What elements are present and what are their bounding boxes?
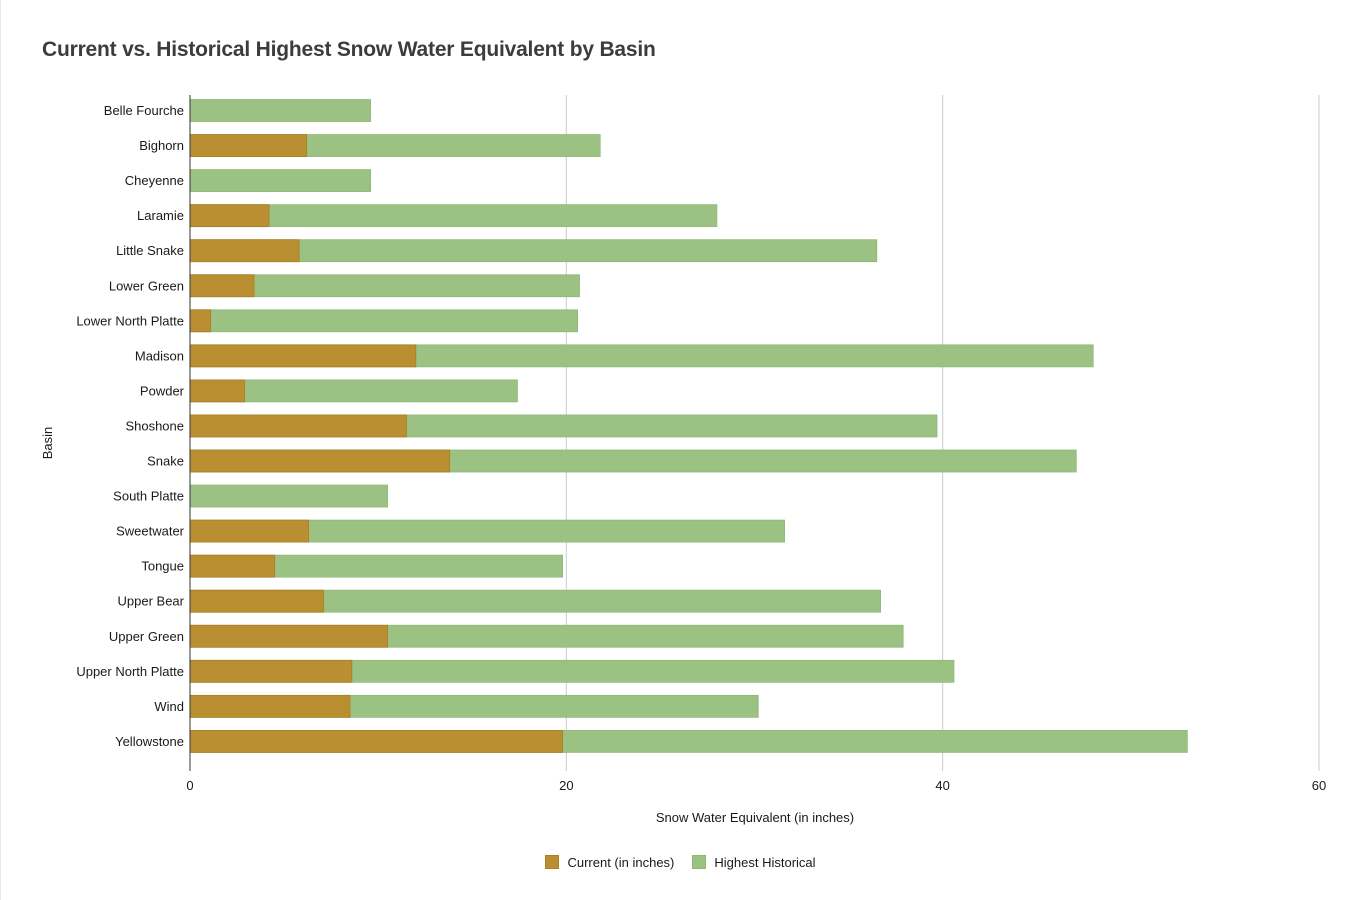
bar-upper-north-platte-current-in-inches[interactable]: [189, 659, 353, 683]
y-tick-label-upper-bear: Upper Bear: [118, 594, 185, 609]
bar-bighorn-current-in-inches[interactable]: [189, 134, 308, 157]
y-tick-label-laramie: Laramie: [137, 208, 184, 223]
x-tick-label-0: 0: [186, 778, 193, 793]
bar-little-snake-current-in-inches[interactable]: [189, 239, 300, 263]
legend-swatch-highest-historical: [692, 855, 707, 869]
bar-lower-green-current-in-inches[interactable]: [189, 274, 255, 298]
y-tick-label-bighorn: Bighorn: [139, 138, 184, 153]
y-tick-label-upper-north-platte: Upper North Platte: [76, 664, 184, 679]
y-axis-title: Basin: [40, 427, 55, 460]
legend-label-highest-historical: Highest Historical: [714, 854, 816, 870]
bar-sweetwater-current-in-inches[interactable]: [189, 519, 309, 543]
y-tick-label-shoshone: Shoshone: [125, 418, 184, 433]
y-tick-label-sweetwater: Sweetwater: [116, 524, 185, 539]
y-tick-label-upper-green: Upper Green: [109, 629, 184, 644]
legend-item-highest-historical[interactable]: Highest Historical: [692, 854, 816, 870]
legend-swatch-current: [545, 855, 560, 869]
y-tick-label-snake: Snake: [147, 454, 184, 469]
legend-item-current[interactable]: Current (in inches): [545, 855, 674, 870]
y-tick-label-lower-green: Lower Green: [109, 278, 184, 293]
y-tick-label-powder: Powder: [140, 383, 185, 398]
bar-belle-fourche-highest-historical[interactable]: [189, 99, 372, 122]
x-tick-label-40: 40: [935, 778, 949, 793]
bar-laramie-current-in-inches[interactable]: [189, 204, 270, 228]
bar-south-platte-highest-historical[interactable]: [189, 484, 388, 508]
chart-title: Current vs. Historical Highest Snow Wate…: [42, 38, 656, 61]
bar-wind-current-in-inches[interactable]: [189, 694, 351, 718]
x-axis-title: Snow Water Equivalent (in inches): [656, 810, 854, 825]
y-tick-label-madison: Madison: [135, 348, 184, 363]
bar-shoshone-current-in-inches[interactable]: [189, 414, 407, 438]
bar-lower-north-platte-highest-historical[interactable]: [189, 309, 579, 333]
y-tick-label-yellowstone: Yellowstone: [115, 734, 184, 749]
x-tick-label-60: 60: [1312, 778, 1326, 793]
bars: [189, 99, 1188, 753]
bar-madison-current-in-inches[interactable]: [189, 344, 417, 368]
bar-upper-green-current-in-inches[interactable]: [189, 624, 388, 648]
bar-upper-bear-current-in-inches[interactable]: [189, 589, 324, 613]
bar-cheyenne-highest-historical[interactable]: [189, 169, 372, 193]
bar-tongue-current-in-inches[interactable]: [189, 554, 276, 578]
y-tick-label-little-snake: Little Snake: [116, 243, 184, 258]
legend: Current (in inches) Highest Historical: [1, 851, 1359, 873]
y-tick-label-cheyenne: Cheyenne: [125, 173, 184, 188]
bar-powder-current-in-inches[interactable]: [189, 379, 245, 403]
y-tick-label-belle-fourche: Belle Fourche: [104, 103, 184, 118]
y-tick-label-lower-north-platte: Lower North Platte: [76, 313, 184, 328]
bar-snake-current-in-inches[interactable]: [189, 449, 451, 473]
x-tick-label-20: 20: [559, 778, 573, 793]
legend-label-current: Current (in inches): [567, 854, 675, 870]
bar-lower-north-platte-current-in-inches[interactable]: [189, 309, 212, 333]
y-tick-label-wind: Wind: [154, 699, 184, 714]
y-tick-label-tongue: Tongue: [141, 559, 184, 574]
y-tick-label-south-platte: South Platte: [113, 489, 184, 504]
bar-yellowstone-current-in-inches[interactable]: [189, 730, 563, 753]
axes: 0 20 40 60 Belle Fourche Bighorn Cheyenne Laram…: [76, 95, 1326, 793]
